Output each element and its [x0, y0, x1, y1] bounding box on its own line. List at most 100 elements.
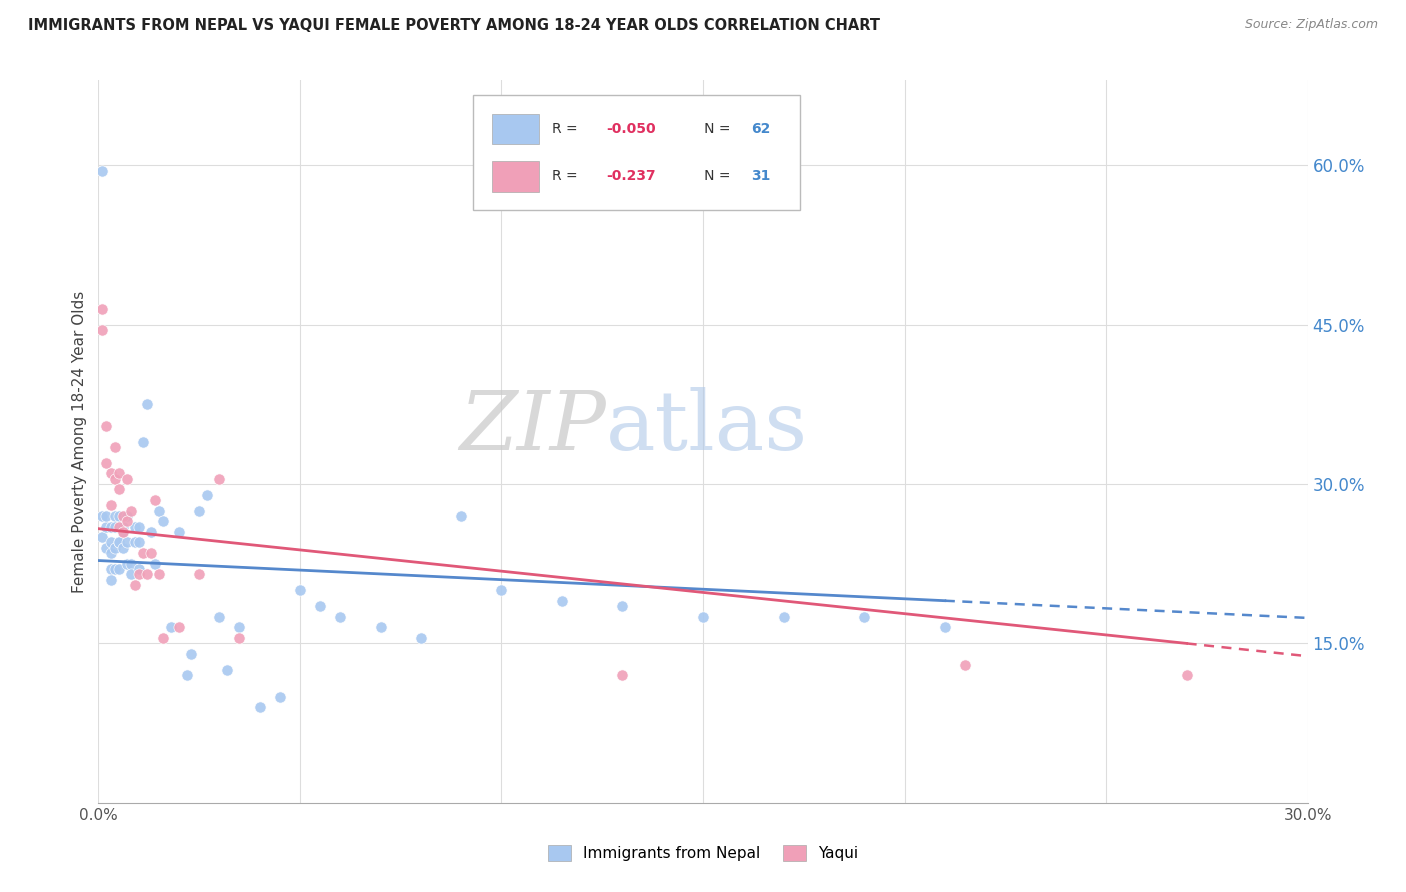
Text: atlas: atlas	[606, 387, 808, 467]
Point	[107, 483, 129, 497]
Point	[103, 519, 125, 533]
Text: IMMIGRANTS FROM NEPAL VS YAQUI FEMALE POVERTY AMONG 18-24 YEAR OLDS CORRELATION : IMMIGRANTS FROM NEPAL VS YAQUI FEMALE PO…	[28, 18, 880, 33]
Point	[167, 620, 190, 634]
Point	[115, 508, 138, 523]
Point	[128, 535, 150, 549]
Point	[120, 557, 142, 571]
Point	[188, 567, 211, 582]
Point	[132, 546, 155, 560]
Bar	[492, 113, 538, 144]
Point	[180, 647, 202, 661]
Point	[100, 467, 122, 481]
Point	[551, 594, 574, 608]
Point	[152, 631, 174, 645]
Point	[139, 546, 162, 560]
Text: 62: 62	[751, 121, 770, 136]
Text: ZIP: ZIP	[460, 387, 606, 467]
Point	[1175, 668, 1198, 682]
Point	[309, 599, 332, 614]
Point	[160, 620, 183, 634]
Point	[409, 631, 432, 645]
Point	[143, 493, 166, 508]
Point	[329, 610, 352, 624]
Point	[934, 620, 956, 634]
Point	[107, 535, 129, 549]
Point	[103, 541, 125, 555]
Legend: Immigrants from Nepal, Yaqui: Immigrants from Nepal, Yaqui	[541, 839, 865, 867]
Point	[111, 541, 134, 555]
Point	[128, 562, 150, 576]
Point	[124, 519, 146, 533]
Point	[953, 657, 976, 672]
Point	[96, 418, 118, 433]
Text: -0.237: -0.237	[606, 169, 655, 184]
Point	[188, 503, 211, 517]
Point	[132, 434, 155, 449]
Point	[96, 508, 118, 523]
Point	[491, 583, 513, 598]
Text: 31: 31	[751, 169, 770, 184]
Point	[103, 472, 125, 486]
Point	[115, 472, 138, 486]
Point	[100, 519, 122, 533]
FancyBboxPatch shape	[474, 95, 800, 211]
Point	[111, 519, 134, 533]
Point	[103, 562, 125, 576]
Point	[120, 567, 142, 582]
Point	[208, 610, 231, 624]
Point	[450, 508, 472, 523]
Point	[91, 301, 114, 316]
Point	[208, 472, 231, 486]
Point	[91, 163, 114, 178]
Text: N =: N =	[690, 121, 734, 136]
Bar	[492, 161, 538, 192]
Text: R =: R =	[551, 121, 582, 136]
Point	[249, 700, 271, 714]
Point	[772, 610, 794, 624]
Point	[176, 668, 198, 682]
Text: -0.050: -0.050	[606, 121, 655, 136]
Point	[111, 524, 134, 539]
Point	[103, 440, 125, 454]
Text: N =: N =	[690, 169, 734, 184]
Point	[692, 610, 714, 624]
Point	[96, 519, 118, 533]
Point	[115, 535, 138, 549]
Point	[107, 467, 129, 481]
Point	[195, 488, 218, 502]
Point	[139, 524, 162, 539]
Point	[217, 663, 239, 677]
Point	[107, 535, 129, 549]
Point	[120, 503, 142, 517]
Point	[143, 557, 166, 571]
Text: R =: R =	[551, 169, 582, 184]
Text: Source: ZipAtlas.com: Source: ZipAtlas.com	[1244, 18, 1378, 31]
Point	[148, 503, 170, 517]
Point	[853, 610, 876, 624]
Point	[152, 514, 174, 528]
Point	[91, 323, 114, 337]
Point	[135, 397, 157, 411]
Point	[128, 519, 150, 533]
Point	[269, 690, 291, 704]
Point	[124, 578, 146, 592]
Point	[288, 583, 311, 598]
Point	[111, 524, 134, 539]
Point	[103, 508, 125, 523]
Point	[91, 508, 114, 523]
Point	[100, 535, 122, 549]
Point	[115, 557, 138, 571]
Point	[167, 524, 190, 539]
Point	[228, 631, 250, 645]
Point	[148, 567, 170, 582]
Point	[100, 498, 122, 512]
Point	[91, 530, 114, 544]
Point	[111, 508, 134, 523]
Point	[96, 456, 118, 470]
Point	[612, 599, 634, 614]
Point	[128, 567, 150, 582]
Point	[124, 535, 146, 549]
Point	[107, 519, 129, 533]
Point	[228, 620, 250, 634]
Point	[370, 620, 392, 634]
